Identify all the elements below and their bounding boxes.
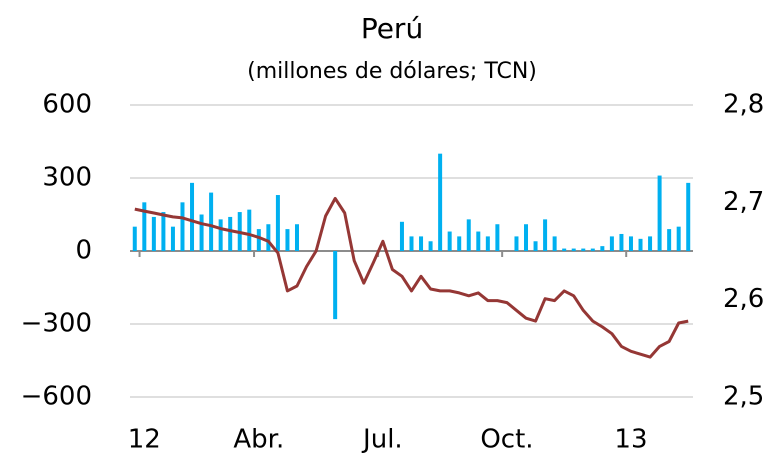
y-tick-label: 600 (42, 90, 92, 120)
bar (142, 202, 147, 251)
x-tick-label: 13 (614, 425, 647, 455)
bar (657, 175, 662, 251)
y2-tick-label: 2,7 (723, 187, 764, 217)
bar (419, 236, 424, 251)
bar (285, 229, 290, 251)
bar (485, 236, 490, 251)
bar (447, 231, 452, 251)
bar (514, 236, 519, 251)
chart-title: Perú (361, 12, 423, 45)
bar (543, 219, 548, 251)
bar (409, 236, 414, 251)
bar (457, 236, 462, 251)
y-tick-label: −600 (21, 382, 92, 412)
bar (552, 236, 557, 251)
bar (628, 236, 633, 251)
y2-tick-label: 2,6 (723, 284, 764, 314)
bar (667, 229, 672, 251)
bar (438, 153, 443, 251)
bar (495, 224, 500, 251)
bar (209, 192, 214, 251)
chart-subtitle: (millones de dólares; TCN) (247, 59, 537, 84)
y2-tick-label: 2,5 (723, 382, 764, 412)
x-tick-label: 12 (128, 425, 161, 455)
bar (199, 214, 204, 251)
bar (228, 216, 233, 251)
bar (476, 231, 481, 251)
bar (266, 224, 271, 251)
bar (562, 248, 567, 251)
bar (466, 219, 471, 251)
bar (619, 233, 624, 251)
bar (190, 182, 195, 251)
bar (609, 236, 614, 251)
bar (161, 212, 166, 251)
bar (170, 226, 175, 251)
y-tick-label: −300 (21, 309, 92, 339)
y-tick-label: 0 (75, 236, 92, 266)
x-tick-label: Jul. (361, 425, 403, 455)
bar (638, 238, 643, 251)
bar (686, 182, 691, 251)
bar (151, 216, 156, 251)
bar (218, 219, 223, 251)
bar (590, 248, 595, 251)
y2-tick-label: 2,8 (723, 90, 764, 120)
bar (247, 209, 252, 251)
bar (581, 248, 586, 251)
bar (180, 202, 185, 251)
bar (275, 195, 280, 251)
bar (648, 236, 653, 251)
line (134, 196, 689, 359)
y-tick-label: 300 (42, 163, 92, 193)
bar (294, 224, 299, 251)
bar (533, 241, 538, 251)
bar (600, 246, 605, 251)
bar (256, 229, 261, 251)
bar (399, 221, 404, 251)
bar (333, 251, 338, 320)
bar (524, 224, 529, 251)
bar (571, 248, 576, 251)
bar (132, 226, 137, 251)
bar (676, 226, 681, 251)
x-tick-label: Abr. (233, 425, 284, 455)
bar (428, 241, 433, 251)
x-tick-label: Oct. (480, 425, 533, 455)
